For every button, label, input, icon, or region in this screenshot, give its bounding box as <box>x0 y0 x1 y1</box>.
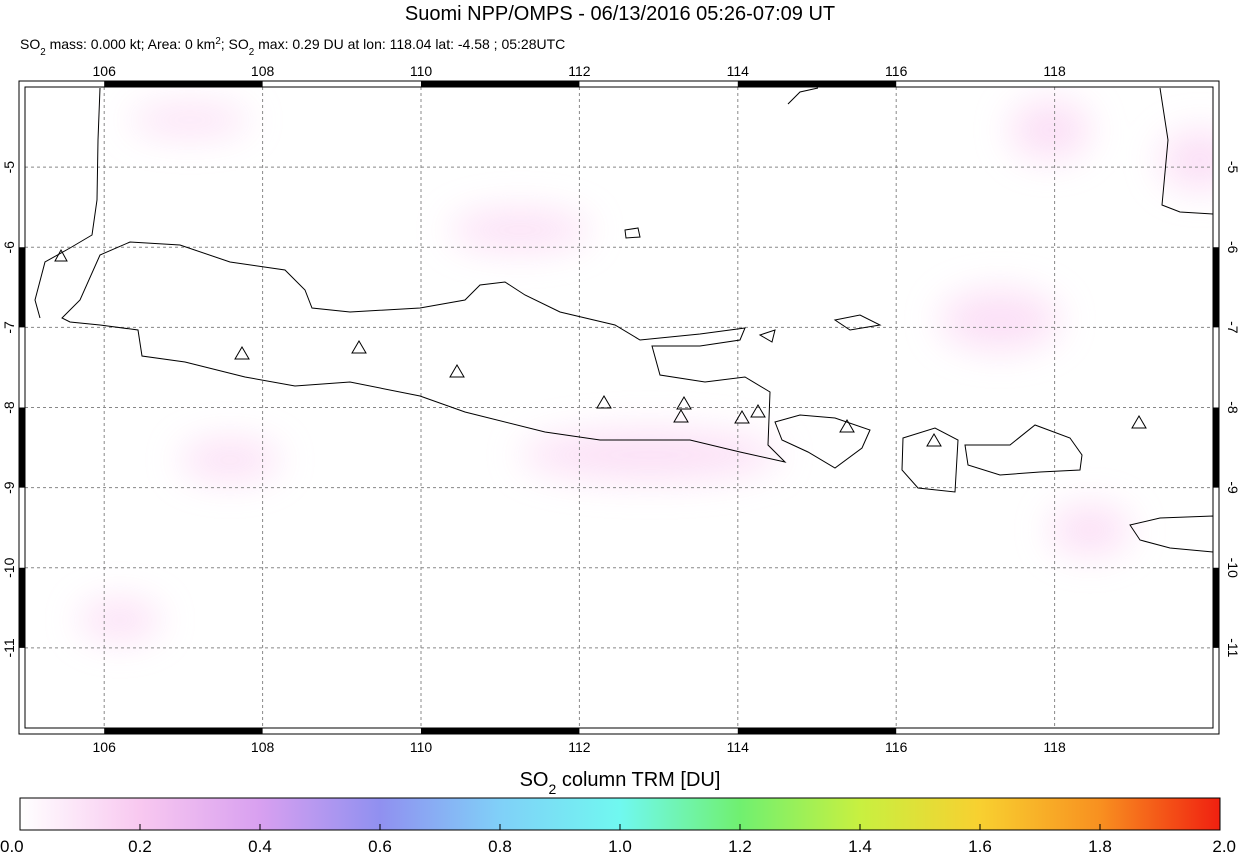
y-tick-label: -10 <box>1225 558 1239 578</box>
colorbar-ticks: 0.0 0.2 0.4 0.6 0.8 1.0 1.2 1.4 1.6 1.8 2.0 <box>0 824 1236 855</box>
colorbar-tick-label: 2.0 <box>1212 837 1236 855</box>
frame-band <box>1213 567 1219 648</box>
x-tick-label: 116 <box>885 63 908 79</box>
colorbar-tick-label: 0.6 <box>368 837 392 855</box>
text-part: SO <box>520 769 549 791</box>
y-tick-label: -7 <box>1225 321 1239 334</box>
frame-outer <box>18 80 1220 735</box>
frame-band <box>737 81 897 87</box>
y-tick-label: -9 <box>1225 481 1239 494</box>
so2-haze <box>80 100 1213 640</box>
frame-band <box>1213 407 1219 488</box>
y-tick-label: -8 <box>1225 401 1239 414</box>
colorbar-tick-label: 0.8 <box>488 837 512 855</box>
colorbar-tick-label: 1.2 <box>728 837 752 855</box>
subscript: 2 <box>249 47 254 58</box>
frame-band <box>104 81 263 87</box>
y-tick-label: -8 <box>1 401 17 414</box>
frame-band <box>1213 247 1219 328</box>
frame-band <box>104 728 263 734</box>
y-tick-label: -11 <box>1225 638 1239 657</box>
frame-band <box>421 81 580 87</box>
colorbar-tick-label: 1.8 <box>1088 837 1112 855</box>
colorbar-tick-label: 1.0 <box>608 837 632 855</box>
colorbar-tick-label: 0.2 <box>128 837 152 855</box>
colorbar-tick-label: 1.6 <box>968 837 992 855</box>
y-tick-label: -9 <box>1 481 17 494</box>
x-tick-label: 106 <box>93 63 117 79</box>
colorbar-tick-label: 0.4 <box>248 837 272 855</box>
x-tick-label: 112 <box>568 63 591 79</box>
frame-band <box>737 728 897 734</box>
x-tick-label: 114 <box>727 739 750 755</box>
x-tick-label: 118 <box>1043 739 1066 755</box>
subtitle: SO2 mass: 0.000 kt; Area: 0 km2; SO2 max… <box>20 36 565 58</box>
x-tick-label: 114 <box>727 63 750 79</box>
x-tick-label: 116 <box>885 739 908 755</box>
y-tick-label: -5 <box>1225 161 1239 174</box>
frame-band <box>421 728 580 734</box>
text-part: column TRM [DU] <box>556 769 720 791</box>
text-part: SO <box>20 36 40 52</box>
x-tick-label: 108 <box>251 63 275 79</box>
superscript: 2 <box>215 36 220 47</box>
x-tick-label: 108 <box>251 739 275 755</box>
x-tick-label: 118 <box>1043 63 1066 79</box>
text-part: max: 0.29 DU at lon: 118.04 lat: -4.58 ;… <box>254 36 565 52</box>
x-tick-label: 110 <box>410 63 433 79</box>
y-tick-label: -11 <box>1 638 17 657</box>
frame-band <box>19 247 25 328</box>
colorbar-tick-label: 1.4 <box>848 837 872 855</box>
volcano-markers <box>54 248 1147 447</box>
y-tick-label: -6 <box>1 241 17 254</box>
x-tick-label: 112 <box>568 739 591 755</box>
frame-inner <box>24 86 1214 729</box>
subscript: 2 <box>549 781 557 797</box>
colorbar-title: SO2 column TRM [DU] <box>520 769 721 797</box>
colorbar-tick-label: 0.0 <box>0 837 24 855</box>
y-tick-label: -6 <box>1225 241 1239 254</box>
coastlines <box>34 87 1213 553</box>
map-frame: 106 106 108 108 110 110 112 112 114 114 116 116 118 1… <box>1 63 1239 755</box>
x-tick-label: 106 <box>93 739 117 755</box>
title: Suomi NPP/OMPS - 06/13/2016 05:26-07:09 … <box>405 3 835 25</box>
graticule <box>25 87 1213 728</box>
text-part: mass: 0.000 kt; Area: 0 km <box>46 36 216 52</box>
subscript: 2 <box>40 47 45 58</box>
y-tick-label: -7 <box>1 321 17 334</box>
y-tick-label: -5 <box>1 161 17 174</box>
text-part: ; SO <box>221 36 249 52</box>
frame-band <box>19 407 25 488</box>
x-tick-label: 110 <box>410 739 433 755</box>
frame-band <box>19 567 25 648</box>
y-tick-label: -10 <box>1 557 17 577</box>
